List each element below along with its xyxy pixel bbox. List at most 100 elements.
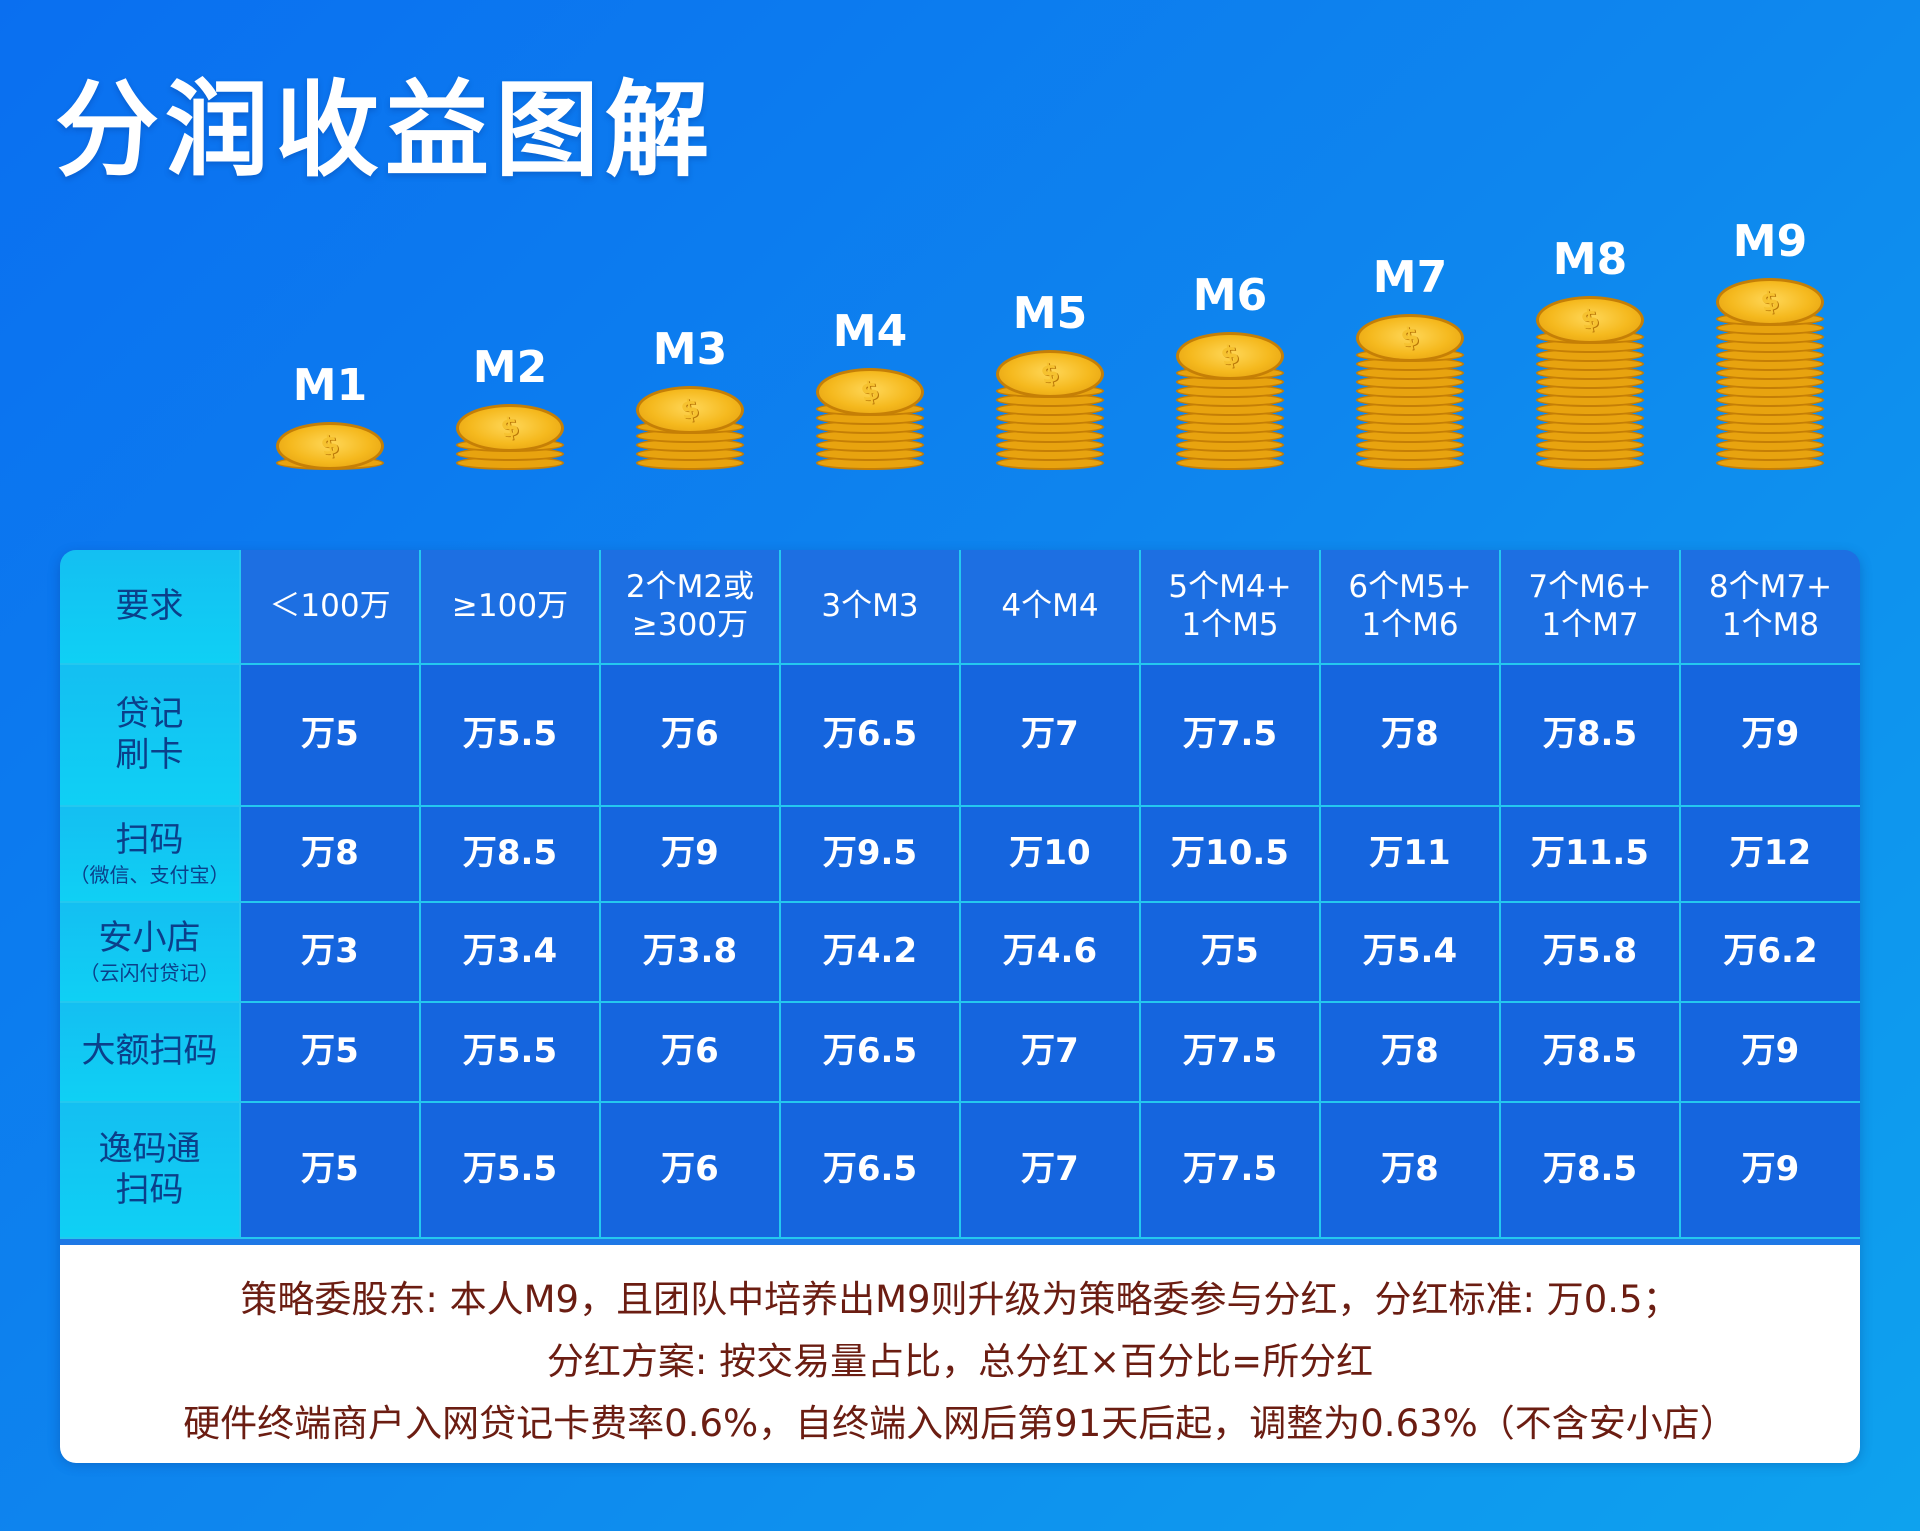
- rate-cell: 万6: [599, 1101, 781, 1239]
- requirement-cell: 8个M7+ 1个M8: [1679, 550, 1860, 665]
- level-label: M8: [1552, 234, 1628, 285]
- coin-stack-m7: $ M7: [1350, 0, 1470, 470]
- rate-cell: 万6.2: [1679, 901, 1860, 1003]
- rate-cell: 万3.8: [599, 901, 781, 1003]
- dollar-coin-icon: $: [816, 368, 924, 416]
- row-header: 安小店 （云闪付贷记）: [60, 901, 241, 1003]
- row-header-note: （云闪付贷记）: [79, 960, 220, 985]
- requirement-cell: 5个M4+ 1个M5: [1139, 550, 1321, 665]
- rate-row: 扫码 （微信、支付宝） 万8 万8.5 万9 万9.5 万10 万10.5 万11 万11.5 万1…: [60, 805, 1860, 903]
- row-header: 大额扫码: [60, 1001, 241, 1103]
- rate-cell: 万7: [959, 663, 1141, 807]
- requirement-cell: 6个M5+ 1个M6: [1319, 550, 1501, 665]
- rate-cell: 万3.4: [419, 901, 601, 1003]
- row-header-label: 要求: [115, 585, 184, 626]
- dollar-coin-icon: $: [636, 386, 744, 434]
- rate-cell: 万5.5: [419, 663, 601, 807]
- dollar-sign-icon: $: [1398, 321, 1422, 355]
- rate-cell: 万10.5: [1139, 805, 1321, 903]
- dollar-sign-icon: $: [1578, 303, 1602, 337]
- level-label: M6: [1192, 270, 1268, 321]
- requirement-cell: 7个M6+ 1个M7: [1499, 550, 1681, 665]
- rate-cell: 万5.5: [419, 1001, 601, 1103]
- row-header: 要求: [60, 550, 241, 665]
- level-label: M2: [472, 342, 548, 393]
- requirement-row: 要求 ＜100万 ≥100万 2个M2或 ≥300万 3个M3 4个M4 5个M4+ 1个M…: [60, 550, 1860, 665]
- dollar-sign-icon: $: [1038, 357, 1062, 391]
- rate-cell: 万5.4: [1319, 901, 1501, 1003]
- dollar-sign-icon: $: [678, 393, 702, 427]
- coin-stack-m5: $ M5: [990, 0, 1110, 470]
- level-label: M3: [652, 324, 728, 375]
- rate-cell: 万4.6: [959, 901, 1141, 1003]
- dollar-sign-icon: $: [498, 411, 522, 445]
- rate-row: 安小店 （云闪付贷记） 万3 万3.4 万3.8 万4.2 万4.6 万5 万5.4 万5.8 万6…: [60, 901, 1860, 1003]
- note-line: 策略委股东: 本人M9，且团队中培养出M9则升级为策略委参与分红，分红标准: 万…: [240, 1278, 1680, 1321]
- rate-cell: 万6: [599, 663, 781, 807]
- coin-stack-m9: $ M9: [1710, 0, 1830, 470]
- coin-stack-m2: $ M2: [450, 0, 570, 470]
- note-line: 分红方案: 按交易量占比，总分红×百分比=所分红: [546, 1340, 1374, 1383]
- requirement-cell: 2个M2或 ≥300万: [599, 550, 781, 665]
- rate-cell: 万6: [599, 1001, 781, 1103]
- coin-stack-m8: $ M8: [1530, 0, 1650, 470]
- row-header-label: 安小店: [98, 918, 201, 959]
- page-title: 分润收益图解: [55, 69, 716, 191]
- row-header-label: 扫码: [115, 820, 184, 861]
- rate-cell: 万5.8: [1499, 901, 1681, 1003]
- dollar-sign-icon: $: [318, 429, 342, 463]
- dollar-coin-icon: $: [996, 350, 1104, 398]
- dollar-coin-icon: $: [1536, 296, 1644, 344]
- requirement-cell: 3个M3: [779, 550, 961, 665]
- rate-cell: 万7: [959, 1101, 1141, 1239]
- rate-cell: 万9.5: [779, 805, 961, 903]
- row-header-label: 逸码通 扫码: [98, 1128, 201, 1210]
- level-label: M5: [1012, 288, 1088, 339]
- dollar-coin-icon: $: [1716, 278, 1824, 326]
- requirement-cell: ≥100万: [419, 550, 601, 665]
- rate-cell: 万8: [239, 805, 421, 903]
- rate-row: 贷记 刷卡 万5 万5.5 万6 万6.5 万7 万7.5 万8 万8.5 万9: [60, 663, 1860, 807]
- coin-stack-m4: $ M4: [810, 0, 930, 470]
- rate-row: 逸码通 扫码 万5 万5.5 万6 万6.5 万7 万7.5 万8 万8.5 万9: [60, 1101, 1860, 1239]
- row-header: 逸码通 扫码: [60, 1101, 241, 1239]
- level-label: M9: [1732, 216, 1808, 267]
- dollar-coin-icon: $: [276, 422, 384, 470]
- level-label: M1: [292, 360, 368, 411]
- coin-stack-m3: $ M3: [630, 0, 750, 470]
- rate-cell: 万6.5: [779, 1001, 961, 1103]
- rate-cell: 万5: [1139, 901, 1321, 1003]
- rate-cell: 万8: [1319, 1101, 1501, 1239]
- rate-cell: 万5: [239, 663, 421, 807]
- row-header-label: 大额扫码: [81, 1031, 218, 1072]
- rate-cell: 万3: [239, 901, 421, 1003]
- rate-cell: 万5: [239, 1001, 421, 1103]
- commission-table: 要求 ＜100万 ≥100万 2个M2或 ≥300万 3个M3 4个M4 5个M4+ 1个M…: [60, 550, 1860, 1239]
- rate-cell: 万9: [1679, 1001, 1860, 1103]
- rate-cell: 万6.5: [779, 1101, 961, 1239]
- requirement-cell: 4个M4: [959, 550, 1141, 665]
- rate-cell: 万8.5: [1499, 1001, 1681, 1103]
- rate-cell: 万10: [959, 805, 1141, 903]
- rate-cell: 万8.5: [1499, 1101, 1681, 1239]
- rate-cell: 万5: [239, 1101, 421, 1239]
- rate-cell: 万9: [1679, 1101, 1860, 1239]
- rate-cell: 万11: [1319, 805, 1501, 903]
- row-header: 贷记 刷卡: [60, 663, 241, 807]
- rate-cell: 万8: [1319, 1001, 1501, 1103]
- row-header-note: （微信、支付宝）: [69, 862, 230, 887]
- dollar-coin-icon: $: [456, 404, 564, 452]
- coin-stack-m6: $ M6: [1170, 0, 1290, 470]
- rate-cell: 万8: [1319, 663, 1501, 807]
- dollar-coin-icon: $: [1176, 332, 1284, 380]
- rate-cell: 万7.5: [1139, 663, 1321, 807]
- rate-cell: 万11.5: [1499, 805, 1681, 903]
- dollar-sign-icon: $: [858, 375, 882, 409]
- rate-cell: 万7.5: [1139, 1101, 1321, 1239]
- rate-cell: 万8.5: [1499, 663, 1681, 807]
- rate-cell: 万5.5: [419, 1101, 601, 1239]
- dollar-sign-icon: $: [1758, 285, 1782, 319]
- rate-row: 大额扫码 万5 万5.5 万6 万6.5 万7 万7.5 万8 万8.5 万9: [60, 1001, 1860, 1103]
- dollar-coin-icon: $: [1356, 314, 1464, 362]
- note-line: 硬件终端商户入网贷记卡费率0.6%，自终端入网后第91天后起，调整为0.63%（…: [183, 1402, 1737, 1445]
